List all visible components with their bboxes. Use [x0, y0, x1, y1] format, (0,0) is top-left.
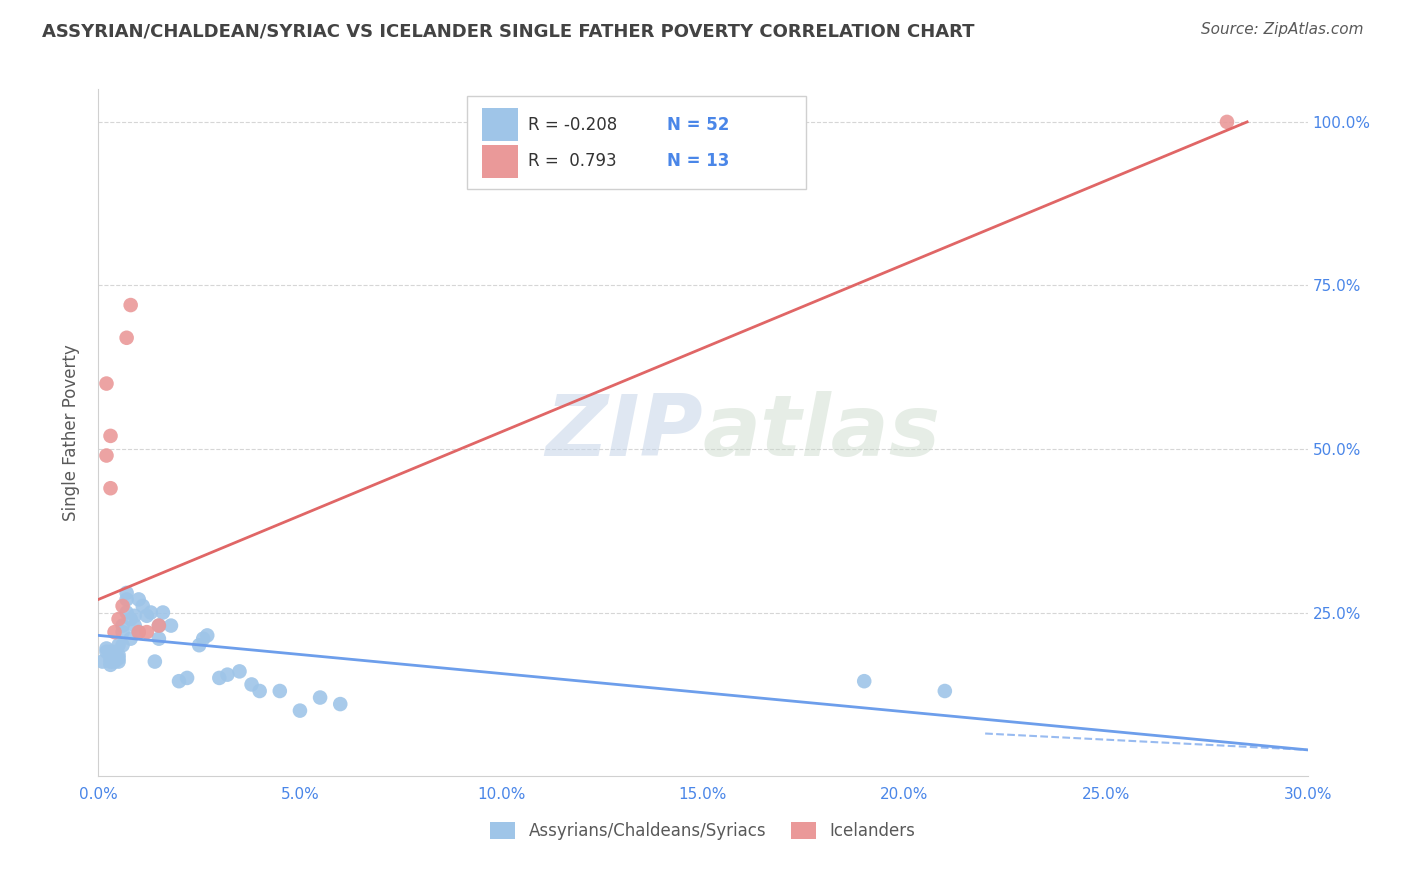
Point: [217, 667, 239, 681]
Point: [148, 632, 170, 646]
Point: [152, 606, 174, 620]
Point: [100, 657, 122, 672]
Point: [111, 625, 134, 640]
Point: [111, 599, 134, 613]
Point: [124, 608, 146, 623]
Point: [329, 697, 352, 711]
Point: [100, 429, 122, 443]
Point: [853, 674, 876, 689]
Point: [132, 599, 155, 613]
Text: ZIP: ZIP: [546, 391, 703, 475]
Point: [167, 674, 190, 689]
Point: [96, 641, 118, 656]
Point: [115, 592, 138, 607]
Point: [100, 651, 122, 665]
Point: [249, 684, 271, 698]
Point: [115, 331, 138, 345]
Point: [96, 449, 118, 463]
Point: [103, 625, 125, 640]
FancyBboxPatch shape: [467, 96, 806, 189]
Point: [120, 612, 142, 626]
Point: [107, 638, 129, 652]
Point: [143, 655, 166, 669]
Point: [128, 625, 150, 640]
Y-axis label: Single Father Poverty: Single Father Poverty: [62, 344, 80, 521]
Point: [111, 638, 134, 652]
Text: atlas: atlas: [703, 391, 941, 475]
Point: [120, 298, 142, 312]
Point: [115, 606, 138, 620]
Point: [208, 671, 231, 685]
Point: [195, 628, 218, 642]
Point: [269, 684, 291, 698]
Text: N = 52: N = 52: [666, 116, 730, 134]
Legend: Assyrians/Chaldeans/Syriacs, Icelanders: Assyrians/Chaldeans/Syriacs, Icelanders: [484, 815, 922, 847]
Point: [107, 651, 129, 665]
Point: [228, 665, 250, 679]
Point: [128, 625, 150, 640]
Text: R =  0.793: R = 0.793: [527, 153, 616, 170]
Point: [288, 704, 311, 718]
Bar: [482, 109, 517, 142]
Point: [103, 651, 125, 665]
Text: Source: ZipAtlas.com: Source: ZipAtlas.com: [1201, 22, 1364, 37]
Point: [188, 638, 211, 652]
Point: [107, 648, 129, 662]
Point: [1216, 115, 1239, 129]
Point: [103, 648, 125, 662]
Point: [96, 645, 118, 659]
Point: [135, 625, 157, 640]
Point: [128, 592, 150, 607]
Point: [309, 690, 332, 705]
Point: [100, 481, 122, 495]
Point: [148, 618, 170, 632]
Point: [100, 645, 122, 659]
Text: ASSYRIAN/CHALDEAN/SYRIAC VS ICELANDER SINGLE FATHER POVERTY CORRELATION CHART: ASSYRIAN/CHALDEAN/SYRIAC VS ICELANDER SI…: [42, 22, 974, 40]
Point: [124, 618, 146, 632]
Point: [120, 632, 142, 646]
Point: [135, 608, 157, 623]
Text: N = 13: N = 13: [666, 153, 730, 170]
Point: [100, 655, 122, 669]
Point: [96, 376, 118, 391]
Point: [240, 677, 263, 691]
Point: [193, 632, 215, 646]
Point: [176, 671, 198, 685]
Point: [115, 586, 138, 600]
Point: [103, 655, 125, 669]
Point: [100, 648, 122, 662]
Point: [91, 655, 114, 669]
Point: [107, 612, 129, 626]
Point: [160, 618, 183, 632]
Point: [107, 655, 129, 669]
Point: [111, 618, 134, 632]
Point: [103, 645, 125, 659]
Point: [148, 618, 170, 632]
Point: [139, 606, 162, 620]
Bar: [482, 145, 517, 178]
Text: R = -0.208: R = -0.208: [527, 116, 617, 134]
Point: [934, 684, 956, 698]
